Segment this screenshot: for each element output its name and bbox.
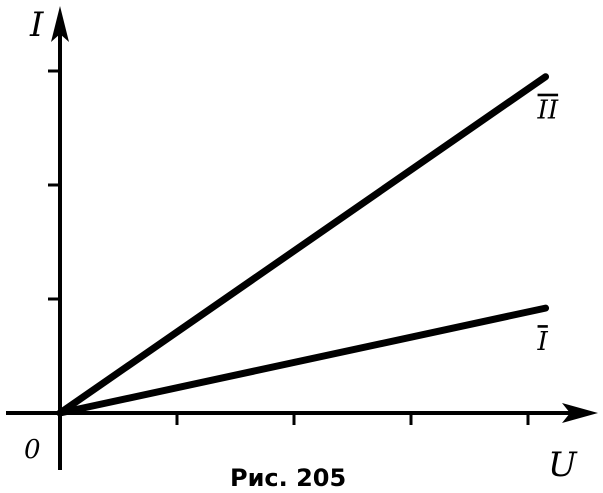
- x-axis-label: U: [548, 445, 578, 485]
- y-axis-label: I: [29, 5, 44, 45]
- y-axis-arrowhead: [51, 6, 69, 42]
- series-label-ii: II: [537, 96, 559, 126]
- series-label-i: I: [537, 327, 549, 357]
- y-tick-marks: [48, 69, 60, 301]
- figure-caption: Рис. 205: [230, 464, 346, 492]
- x-tick-marks: [175, 413, 530, 425]
- series-lines: [56, 73, 550, 417]
- series-line-i: [56, 304, 550, 417]
- series-labels: III: [537, 96, 559, 357]
- x-axis-arrowhead: [562, 403, 598, 423]
- series-line-ii: [56, 73, 550, 417]
- origin-label: 0: [24, 435, 41, 465]
